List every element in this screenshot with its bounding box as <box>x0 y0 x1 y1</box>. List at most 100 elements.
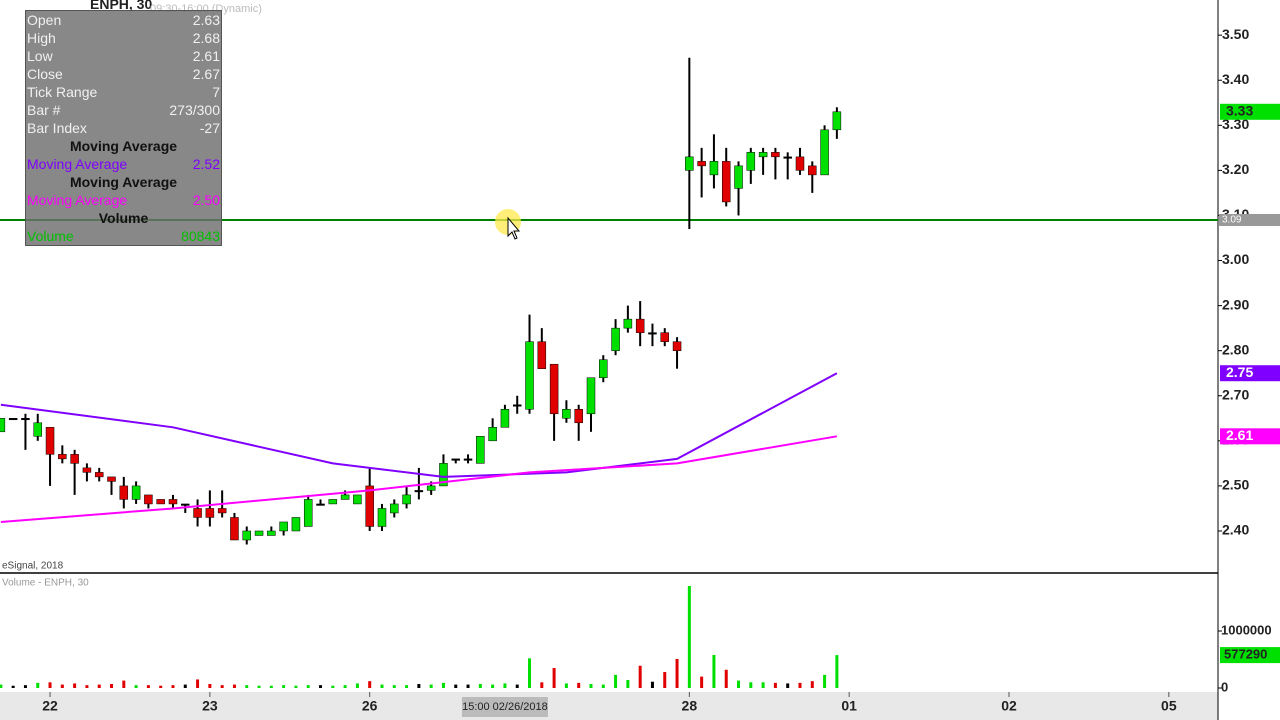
volume-bar <box>601 684 605 688</box>
candle-body <box>426 485 436 491</box>
level-label: 3.09 <box>1222 215 1242 226</box>
value-box-label: 577290 <box>1224 647 1267 662</box>
x-axis-strip <box>0 692 1218 720</box>
volume-bar <box>429 684 433 688</box>
x-tick-label: 26 <box>362 698 378 714</box>
volume-bar <box>48 682 52 688</box>
info-label: Tick Range <box>27 84 98 100</box>
candle-body <box>758 152 768 158</box>
volume-bar <box>835 655 839 688</box>
cursor-x-label: 15:00 02/26/2018 <box>462 701 548 713</box>
candle-body <box>476 436 485 464</box>
candle-body <box>549 363 559 415</box>
y-tick-label: 2.80 <box>1222 341 1249 357</box>
candle-body <box>316 503 325 506</box>
x-tick-label: 28 <box>682 698 698 714</box>
volume-bar <box>282 685 286 688</box>
info-value: -27 <box>199 120 220 136</box>
candle-body <box>488 427 497 442</box>
candle-body <box>771 152 780 158</box>
candle-body <box>660 332 670 342</box>
volume-bar <box>23 685 27 688</box>
volume-bar <box>564 683 568 688</box>
candle-body <box>611 327 620 351</box>
candle-body <box>291 517 301 532</box>
info-row: Bar # 273/300 <box>26 101 221 119</box>
info-label: Bar # <box>27 102 61 118</box>
volume-bar <box>208 684 212 688</box>
chart-title: ENPH, 30 <box>90 0 153 12</box>
volume-bar <box>73 683 77 688</box>
volume-bar <box>540 682 544 688</box>
source: eSignal, 2018 <box>2 561 64 572</box>
candle-body <box>439 463 448 487</box>
volume-bar <box>589 684 593 688</box>
candle-body <box>734 165 743 189</box>
volume-bar <box>749 682 753 688</box>
candle-body <box>500 409 510 428</box>
value-box <box>1220 365 1280 382</box>
info-row: Volume 80843 <box>26 227 221 245</box>
candle-body <box>45 427 55 455</box>
volume-bar <box>638 665 642 688</box>
candle-body <box>808 165 817 176</box>
volume-bar <box>810 681 814 688</box>
candle-body <box>623 318 633 329</box>
volume-bar <box>687 585 691 688</box>
candle-body <box>33 422 42 437</box>
info-label: Volume <box>27 228 74 244</box>
info-row: Moving Average <box>26 173 221 191</box>
candle-body <box>525 341 534 410</box>
volume-bar <box>380 684 384 688</box>
volume-bar <box>368 681 372 688</box>
candle-body <box>82 467 92 473</box>
info-label: Low <box>27 48 53 64</box>
info-label: Moving Average <box>27 156 128 172</box>
volume-bar <box>823 674 827 688</box>
volume-bar <box>146 685 150 688</box>
info-row: Moving Average 2.50 <box>26 191 221 209</box>
candle-body <box>328 499 338 505</box>
candle-body <box>254 530 264 536</box>
volume-bar <box>196 679 200 688</box>
volume-bar <box>257 685 261 688</box>
candle-body <box>21 418 30 421</box>
candle-body <box>709 161 719 176</box>
info-label: Open <box>27 12 62 28</box>
value-box-label: 3.33 <box>1226 102 1253 118</box>
candle-body <box>144 494 153 505</box>
volume-bar <box>441 682 445 688</box>
candle-body <box>685 156 694 171</box>
candle-body <box>648 332 657 335</box>
candle-body <box>512 404 522 407</box>
volume-bar <box>36 682 40 688</box>
candle-body <box>402 494 411 505</box>
cursor-x-box <box>461 697 548 717</box>
value-box <box>1220 428 1280 445</box>
volume-bar <box>85 685 89 688</box>
value-box <box>1220 647 1280 664</box>
volume-bar <box>466 684 470 688</box>
info-value: 2.52 <box>192 156 220 172</box>
candle-body <box>340 494 350 500</box>
volume-bar <box>392 685 396 688</box>
volume-bar <box>478 684 482 688</box>
candle-body <box>303 499 313 527</box>
volume-bar <box>675 658 679 688</box>
volume-title: Volume - ENPH, 30 <box>2 578 89 589</box>
volume-bar <box>528 658 532 688</box>
candle-body <box>672 341 682 351</box>
info-value: 2.61 <box>192 48 220 64</box>
volume-bar <box>171 685 175 688</box>
volume-bar <box>712 654 716 688</box>
volume-bar <box>0 684 3 688</box>
volume-bar <box>503 683 507 688</box>
volume-bar <box>159 685 163 688</box>
y-tick-label: 3.30 <box>1222 116 1249 132</box>
candle-body <box>365 485 374 527</box>
y-tick-label: 3.50 <box>1222 26 1249 42</box>
value-box <box>1220 103 1280 120</box>
x-tick-label: 05 <box>1161 698 1177 714</box>
candle-body <box>377 508 387 527</box>
